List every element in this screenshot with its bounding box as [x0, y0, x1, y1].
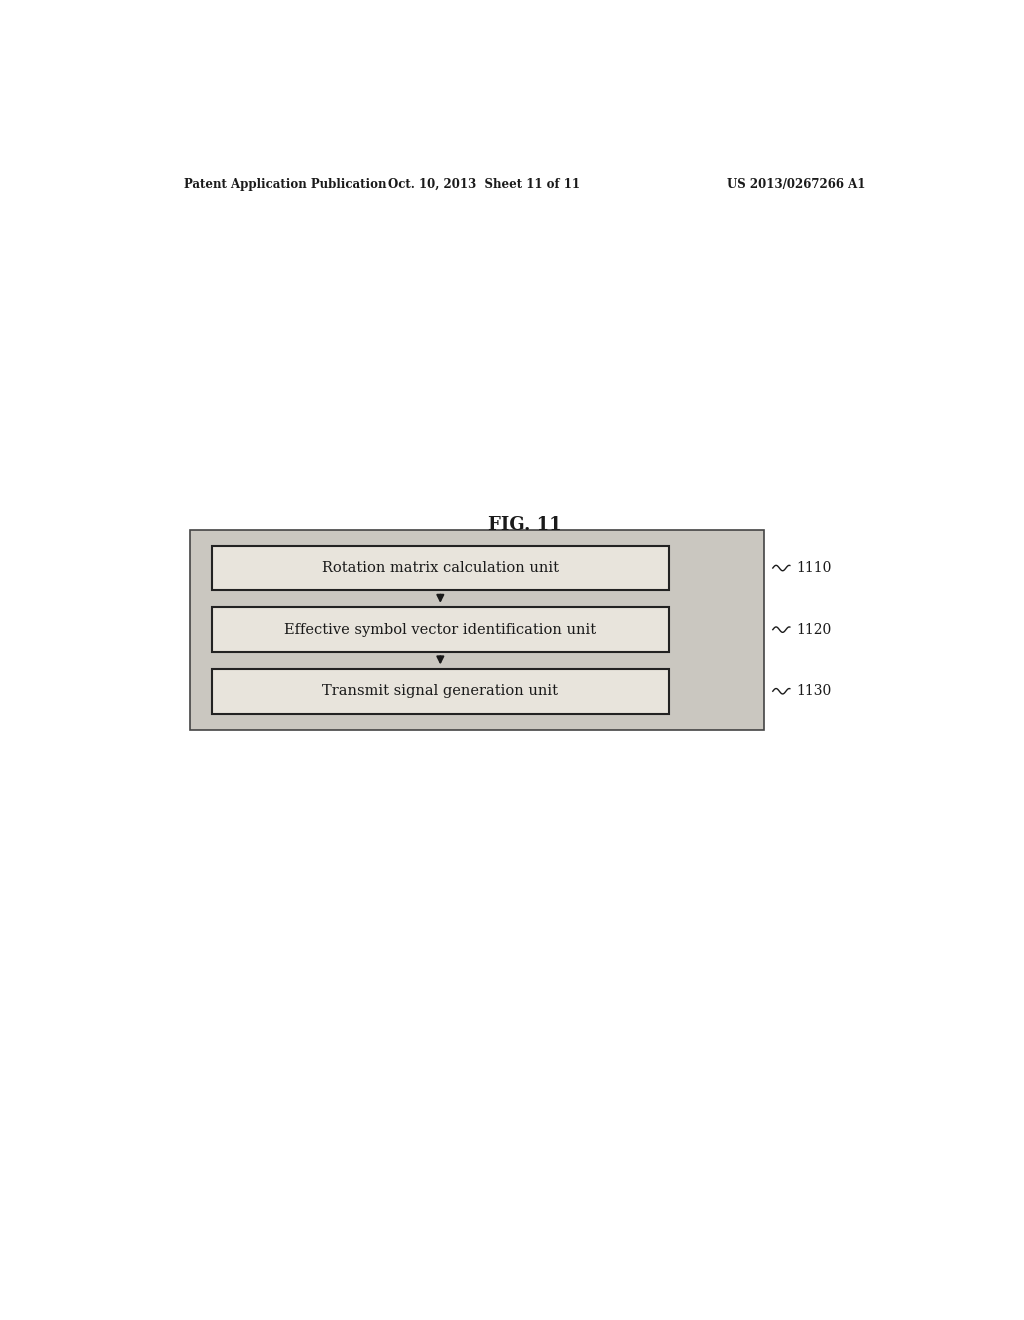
Text: 1130: 1130 [796, 684, 831, 698]
Text: US 2013/0267266 A1: US 2013/0267266 A1 [727, 178, 866, 190]
Text: Patent Application Publication: Patent Application Publication [183, 178, 386, 190]
Bar [212, 607, 669, 652]
Bar [190, 529, 764, 730]
Bar [212, 545, 669, 590]
Bar [212, 669, 669, 714]
Text: Transmit signal generation unit: Transmit signal generation unit [323, 684, 558, 698]
Text: 1110: 1110 [796, 561, 831, 576]
Text: FIG. 11: FIG. 11 [488, 516, 561, 535]
Text: Rotation matrix calculation unit: Rotation matrix calculation unit [322, 561, 559, 576]
Text: Effective symbol vector identification unit: Effective symbol vector identification u… [285, 623, 596, 636]
Text: 1120: 1120 [796, 623, 831, 636]
Text: Oct. 10, 2013  Sheet 11 of 11: Oct. 10, 2013 Sheet 11 of 11 [388, 178, 581, 190]
